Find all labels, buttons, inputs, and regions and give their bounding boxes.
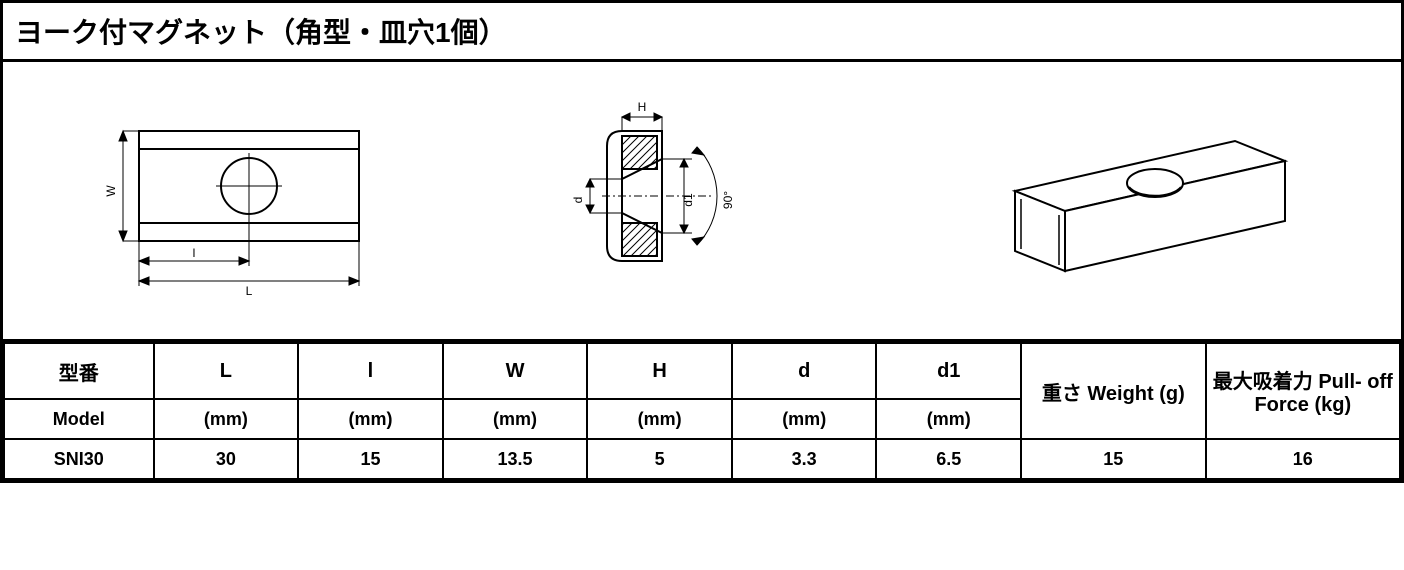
hdr-model-en: Model [4, 399, 154, 439]
dim-label-L: L [246, 284, 253, 298]
isometric-view-diagram [965, 101, 1325, 301]
hdr-L-jp: L [154, 343, 299, 399]
hdr-W-en: (mm) [443, 399, 588, 439]
front-view-diagram: W l L [79, 91, 399, 311]
hdr-model-jp: 型番 [4, 343, 154, 399]
hdr-l-jp: l [298, 343, 443, 399]
hdr-H-en: (mm) [587, 399, 732, 439]
cell-L: 30 [154, 439, 299, 479]
hdr-weight: 重さ Weight (g) [1021, 343, 1206, 439]
cell-H: 5 [587, 439, 732, 479]
data-row: SNI30 30 15 13.5 5 3.3 6.5 15 16 [4, 439, 1400, 479]
product-title: ヨーク付マグネット（角型・皿穴1個） [3, 3, 1401, 62]
hdr-L-en: (mm) [154, 399, 299, 439]
header-row-jp: 型番 L l W H d d1 重さ Weight (g) 最大吸着力 Pull… [4, 343, 1400, 399]
hdr-d-en: (mm) [732, 399, 877, 439]
cell-weight: 15 [1021, 439, 1206, 479]
hdr-H-jp: H [587, 343, 732, 399]
cell-d1: 6.5 [876, 439, 1021, 479]
dim-label-angle: 90° [721, 190, 735, 208]
dim-label-H: H [638, 100, 647, 114]
cell-model: SNI30 [4, 439, 154, 479]
hdr-W-jp: W [443, 343, 588, 399]
hdr-d1-jp: d1 [876, 343, 1021, 399]
spec-table: 型番 L l W H d d1 重さ Weight (g) 最大吸着力 Pull… [3, 342, 1401, 480]
hdr-d-jp: d [732, 343, 877, 399]
cell-l: 15 [298, 439, 443, 479]
dim-label-W: W [104, 184, 118, 196]
cell-d: 3.3 [732, 439, 877, 479]
dim-label-l: l [193, 246, 196, 260]
section-view-diagram: H d d1 [532, 91, 832, 311]
dim-label-d1: d1 [681, 193, 695, 207]
hdr-l-en: (mm) [298, 399, 443, 439]
cell-pulloff: 16 [1206, 439, 1400, 479]
cell-W: 13.5 [443, 439, 588, 479]
hdr-d1-en: (mm) [876, 399, 1021, 439]
hdr-pulloff: 最大吸着力 Pull- off Force (kg) [1206, 343, 1400, 439]
dim-label-d: d [571, 196, 585, 203]
diagram-row: W l L [3, 62, 1401, 342]
spec-sheet: ヨーク付マグネット（角型・皿穴1個） [0, 0, 1404, 483]
